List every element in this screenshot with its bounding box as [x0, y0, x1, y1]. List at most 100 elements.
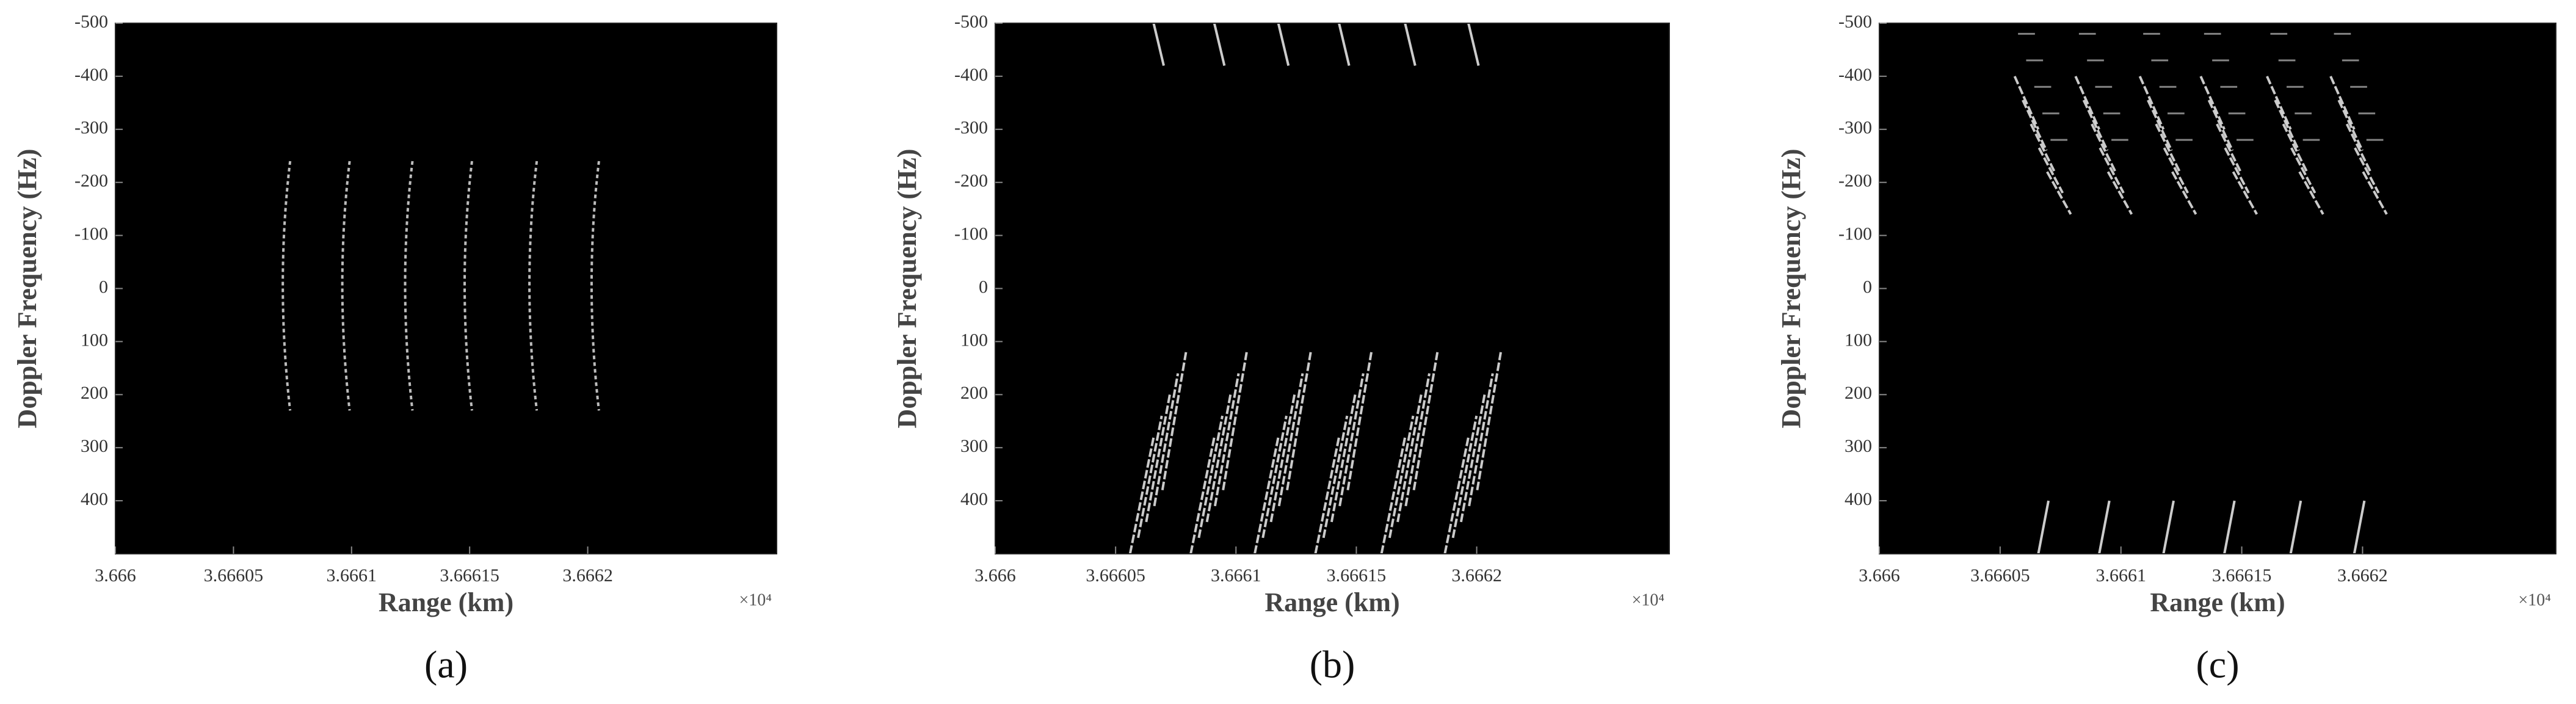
streak: [2046, 171, 2072, 215]
streak: [2199, 76, 2226, 130]
x-tick-label: 3.6662: [1451, 565, 1502, 586]
caption: (a): [424, 643, 468, 686]
streak: [2163, 147, 2190, 194]
streak: [2037, 147, 2064, 194]
streak: [1338, 373, 1365, 507]
y-tick-label: 0: [1863, 277, 1872, 297]
x-tick-label: 3.66605: [204, 565, 264, 586]
streak: [2298, 171, 2324, 215]
streak: [2098, 500, 2111, 554]
panel: 3.666 3.66605 3.6661 3.66615 3.6662 -500 -400 -…: [1776, 12, 2556, 686]
streak: [1197, 415, 1224, 539]
streak: [528, 161, 539, 411]
x-tick-label: 3.6662: [562, 565, 613, 586]
streak: [2337, 100, 2364, 151]
y-tick-label: 0: [99, 277, 108, 297]
x-tick-label: 3.6661: [327, 565, 377, 586]
streak: [2274, 100, 2300, 151]
streak: [2266, 76, 2292, 130]
y-tick-label: 100: [960, 330, 988, 350]
y-tick-label: -300: [954, 118, 988, 138]
x-tick-label: 3.666: [1859, 565, 1900, 586]
streak: [1467, 23, 1480, 66]
x-tick-label: 3.66615: [2212, 565, 2272, 586]
streak: [1322, 415, 1349, 539]
x-tick-label: 3.6662: [2337, 565, 2388, 586]
y-tick-label: 0: [979, 277, 988, 297]
y-tick-label: -100: [954, 223, 988, 244]
y-axis-label: Doppler Frequency (Hz): [1776, 149, 1806, 429]
streak: [1468, 373, 1494, 507]
streak: [2353, 500, 2366, 554]
caption: (c): [2196, 643, 2239, 686]
y-tick-label: -500: [954, 12, 988, 32]
y-tick-label: 300: [81, 436, 108, 456]
plot-area: [1879, 23, 2556, 554]
streak: [1153, 373, 1180, 507]
x-offset-label: ×10⁴: [2518, 590, 2551, 609]
streak: [2091, 123, 2117, 173]
streak: [2207, 100, 2234, 151]
y-tick-label: 100: [81, 330, 108, 350]
x-tick-label: 3.666: [974, 565, 1016, 586]
y-tick-label: 300: [960, 436, 988, 456]
x-tick-label: 3.6661: [1211, 565, 1261, 586]
x-tick-label: 3.6661: [2095, 565, 2146, 586]
y-tick-label: 200: [1845, 383, 1872, 403]
streak: [1261, 415, 1288, 539]
y-tick-label: -200: [954, 171, 988, 191]
panel: 3.666 3.66605 3.6661 3.66615 3.6662 -500 -400 -…: [12, 12, 777, 686]
y-tick-label: -400: [1838, 65, 1872, 85]
streak: [2282, 123, 2309, 173]
streak: [2013, 76, 2040, 130]
streak: [1338, 23, 1351, 66]
streak: [2290, 147, 2317, 194]
x-axis-label: Range (km): [2150, 587, 2285, 617]
y-tick-label: -300: [1838, 118, 1872, 138]
streak: [590, 161, 600, 411]
streak: [2147, 100, 2173, 151]
x-offset-label: ×10⁴: [1631, 590, 1664, 609]
streak: [1286, 352, 1312, 491]
streak: [1451, 415, 1478, 539]
x-axis-label: Range (km): [379, 587, 513, 617]
streak: [2082, 100, 2109, 151]
streak: [1277, 373, 1304, 507]
x-tick-label: 3.66615: [1327, 565, 1387, 586]
streak: [1222, 352, 1248, 491]
streak: [1314, 437, 1341, 554]
y-tick-label: -100: [74, 223, 108, 244]
caption: (b): [1310, 643, 1355, 686]
x-offset-label: ×10⁴: [739, 590, 772, 609]
y-tick-label: -300: [74, 118, 108, 138]
streak: [281, 161, 292, 411]
image-content: [2013, 32, 2388, 554]
streak: [1404, 23, 1417, 66]
streak: [2106, 171, 2133, 215]
streak: [1443, 437, 1470, 554]
x-tick-label: 3.66605: [1970, 565, 2030, 586]
streak: [2224, 147, 2250, 194]
y-tick-label: -400: [954, 65, 988, 85]
y-tick-label: -200: [1838, 171, 1872, 191]
streak: [2022, 100, 2048, 151]
streak: [1380, 437, 1407, 554]
streak: [1213, 373, 1240, 507]
streak: [2074, 76, 2100, 130]
streak: [2345, 123, 2372, 173]
streak: [1189, 437, 1216, 554]
y-tick-label: -500: [1838, 12, 1872, 32]
streak: [2162, 500, 2175, 554]
y-tick-label: 100: [1845, 330, 1872, 350]
y-tick-label: 400: [81, 489, 108, 509]
streak: [1161, 352, 1188, 491]
streak: [463, 161, 473, 411]
streak: [2171, 171, 2197, 215]
panel: 3.666 3.66605 3.6661 3.66615 3.6662 -500 -400 -…: [892, 12, 1670, 686]
y-tick-label: 200: [81, 383, 108, 403]
streak: [2216, 123, 2242, 173]
streak: [1254, 437, 1280, 554]
streak: [2030, 123, 2056, 173]
